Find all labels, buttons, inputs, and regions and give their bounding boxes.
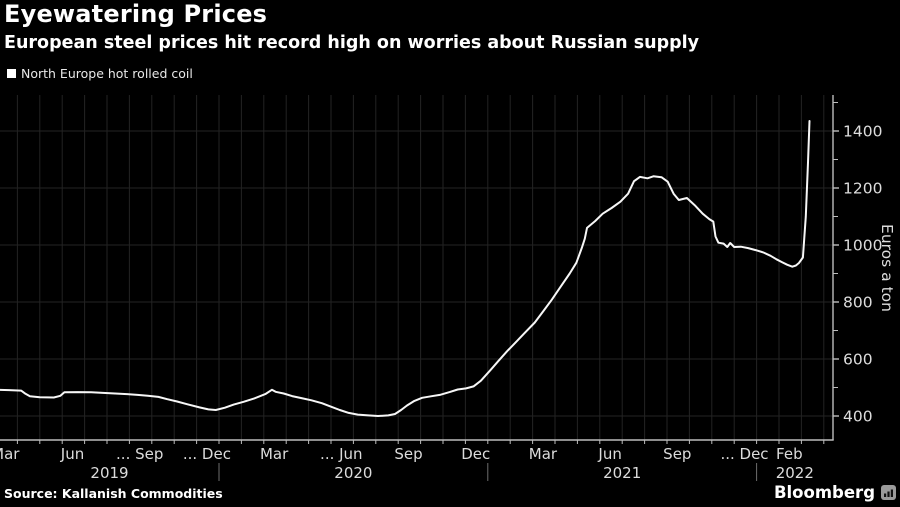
legend-label: North Europe hot rolled coil — [21, 66, 193, 81]
y-tick-label: 1200 — [843, 180, 882, 198]
x-tick-label: Sep — [663, 445, 691, 463]
x-tick-label: ... Dec — [720, 445, 768, 463]
x-tick-label: Feb — [776, 445, 803, 463]
y-tick-label: 1000 — [843, 237, 882, 255]
year-label: 2022 — [776, 464, 814, 482]
x-tick-label: Jun — [597, 445, 621, 463]
y-axis-title: Euros a ton — [878, 224, 896, 312]
x-tick-label: ... Sep — [116, 445, 163, 463]
x-tick-label: Jun — [60, 445, 84, 463]
y-tick-label: 600 — [843, 351, 873, 369]
chart-subtitle: European steel prices hit record high on… — [4, 33, 700, 53]
x-tick-label: ... Dec — [183, 445, 231, 463]
source-text: Source: Kallanish Commodities — [4, 486, 223, 501]
price-line — [0, 120, 811, 417]
x-tick-label: ... Jun — [320, 445, 363, 463]
year-label: 2021 — [603, 464, 641, 482]
x-tick-label: Mar — [260, 445, 289, 463]
chart-title: Eyewatering Prices — [4, 0, 268, 28]
x-tick-label: Mar — [0, 445, 20, 463]
legend-marker-icon — [7, 69, 16, 78]
y-tick-label: 800 — [843, 294, 873, 312]
bloomberg-chart-icon — [881, 485, 896, 500]
year-label: 2019 — [90, 464, 128, 482]
legend: North Europe hot rolled coil — [7, 66, 193, 81]
y-tick-label: 1400 — [843, 123, 882, 141]
brand: Bloomberg — [774, 483, 896, 502]
year-label: 2020 — [334, 464, 372, 482]
x-tick-label: Mar — [529, 445, 558, 463]
x-tick-label: Sep — [394, 445, 422, 463]
y-tick-label: 400 — [843, 408, 873, 426]
x-tick-label: Dec — [461, 445, 490, 463]
bloomberg-wordmark: Bloomberg — [773, 483, 875, 502]
